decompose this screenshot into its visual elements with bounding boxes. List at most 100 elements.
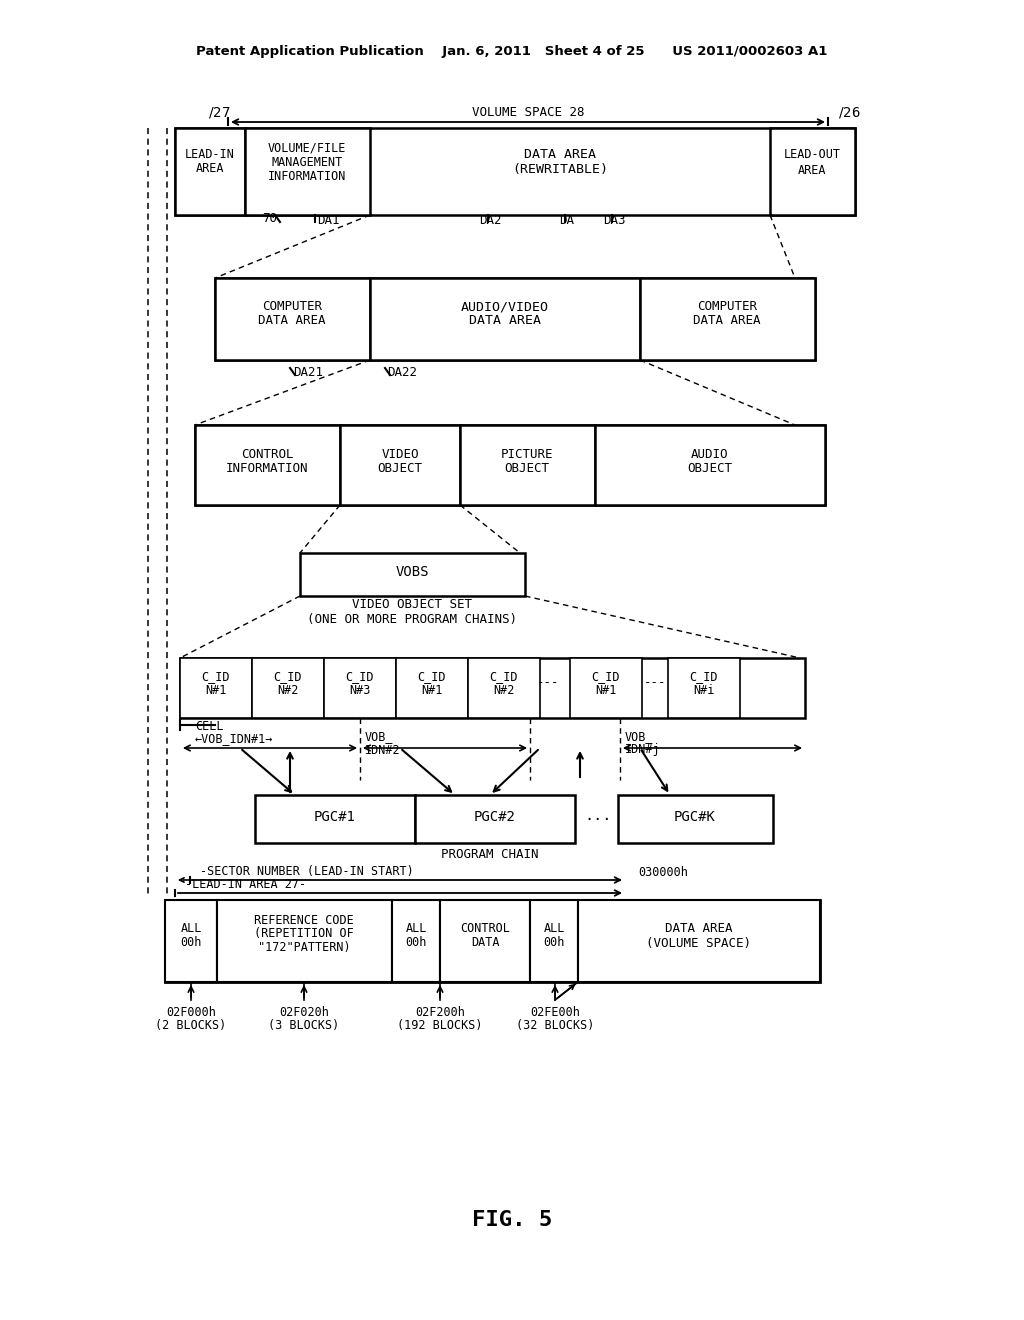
Text: VOLUME/FILE: VOLUME/FILE xyxy=(268,141,346,154)
Text: (32 BLOCKS): (32 BLOCKS) xyxy=(516,1019,594,1032)
Text: ALL: ALL xyxy=(406,921,427,935)
Text: OBJECT: OBJECT xyxy=(505,462,550,475)
Text: DATA AREA: DATA AREA xyxy=(469,314,541,327)
Text: 00h: 00h xyxy=(180,936,202,949)
Text: PGC#2: PGC#2 xyxy=(474,810,516,824)
Text: (2 BLOCKS): (2 BLOCKS) xyxy=(156,1019,226,1032)
Bar xyxy=(570,657,642,718)
Text: AUDIO: AUDIO xyxy=(691,449,729,462)
Text: REFERENCE CODE: REFERENCE CODE xyxy=(254,913,354,927)
Text: 00h: 00h xyxy=(406,936,427,949)
Bar xyxy=(255,795,415,843)
Bar xyxy=(668,657,740,718)
Text: (ONE OR MORE PROGRAM CHAINS): (ONE OR MORE PROGRAM CHAINS) xyxy=(307,612,517,626)
Bar xyxy=(165,900,820,982)
Text: ...: ... xyxy=(585,808,611,822)
Bar xyxy=(618,795,773,843)
Text: -LEAD-IN AREA 27-: -LEAD-IN AREA 27- xyxy=(185,879,306,891)
Text: IDN#j: IDN#j xyxy=(625,743,660,756)
Text: ←VOB_IDN#1→: ←VOB_IDN#1→ xyxy=(195,733,273,746)
Bar xyxy=(396,657,468,718)
Text: PGC#K: PGC#K xyxy=(674,810,716,824)
Text: PROGRAM CHAIN: PROGRAM CHAIN xyxy=(441,849,539,862)
Bar xyxy=(415,795,575,843)
Text: IDN#2: IDN#2 xyxy=(365,743,400,756)
Text: AREA: AREA xyxy=(196,162,224,176)
Bar xyxy=(578,900,820,982)
Text: VOLUME SPACE 28: VOLUME SPACE 28 xyxy=(472,107,585,120)
Bar xyxy=(392,900,440,982)
Text: LEAD-IN: LEAD-IN xyxy=(185,149,234,161)
Bar xyxy=(175,128,855,215)
Text: 70: 70 xyxy=(262,211,278,224)
Text: PGC#1: PGC#1 xyxy=(314,810,356,824)
Bar xyxy=(440,900,530,982)
Bar xyxy=(252,657,324,718)
Text: C_ID: C_ID xyxy=(592,671,621,684)
Text: DA3: DA3 xyxy=(603,214,626,227)
Text: ALL: ALL xyxy=(180,921,202,935)
Text: DATA AREA: DATA AREA xyxy=(258,314,326,327)
Text: C_ID: C_ID xyxy=(418,671,446,684)
Text: (REWRITABLE): (REWRITABLE) xyxy=(512,164,608,177)
Text: C_ID: C_ID xyxy=(202,671,230,684)
Text: CONTROL: CONTROL xyxy=(460,921,510,935)
Text: DA22: DA22 xyxy=(387,366,417,379)
Text: COMPUTER: COMPUTER xyxy=(262,301,322,314)
Text: N#2: N#2 xyxy=(278,685,299,697)
Text: VOB_: VOB_ xyxy=(625,730,653,743)
Text: N#1: N#1 xyxy=(421,685,442,697)
Text: N#3: N#3 xyxy=(349,685,371,697)
Bar xyxy=(180,657,252,718)
Text: VOB_: VOB_ xyxy=(365,730,393,743)
Text: (REPETITION OF: (REPETITION OF xyxy=(254,928,354,940)
Text: VIDEO OBJECT SET: VIDEO OBJECT SET xyxy=(352,598,472,611)
Text: (3 BLOCKS): (3 BLOCKS) xyxy=(268,1019,340,1032)
Bar xyxy=(215,279,370,360)
Bar xyxy=(195,425,825,506)
Bar xyxy=(340,425,460,506)
Bar xyxy=(180,657,805,718)
Bar xyxy=(165,900,217,982)
Text: PICTURE: PICTURE xyxy=(501,449,553,462)
Text: C_ID: C_ID xyxy=(346,671,374,684)
Text: DATA AREA: DATA AREA xyxy=(524,149,596,161)
Text: N#1: N#1 xyxy=(206,685,226,697)
Text: 02FE00h: 02FE00h xyxy=(530,1006,580,1019)
Text: MANAGEMENT: MANAGEMENT xyxy=(271,156,343,169)
Text: C_ID: C_ID xyxy=(489,671,518,684)
Bar xyxy=(245,128,370,215)
Bar xyxy=(217,900,392,982)
Text: AUDIO/VIDEO: AUDIO/VIDEO xyxy=(461,301,549,314)
Text: ---: --- xyxy=(537,676,559,689)
Text: CELL: CELL xyxy=(195,721,223,734)
Text: OBJECT: OBJECT xyxy=(687,462,732,475)
Text: INFORMATION: INFORMATION xyxy=(225,462,308,475)
Bar xyxy=(468,657,540,718)
Text: $\mathsf{/}$27: $\mathsf{/}$27 xyxy=(208,106,230,120)
Bar xyxy=(370,279,640,360)
Text: VOBS: VOBS xyxy=(395,565,429,579)
Text: N#2: N#2 xyxy=(494,685,515,697)
Text: DA1: DA1 xyxy=(317,214,340,227)
Bar xyxy=(175,128,245,215)
Text: DATA AREA: DATA AREA xyxy=(693,314,761,327)
Text: INFORMATION: INFORMATION xyxy=(268,169,346,182)
Text: AREA: AREA xyxy=(798,164,826,177)
Text: -SECTOR NUMBER (LEAD-IN START): -SECTOR NUMBER (LEAD-IN START) xyxy=(200,866,414,879)
Text: COMPUTER: COMPUTER xyxy=(697,301,757,314)
Text: VIDEO: VIDEO xyxy=(381,449,419,462)
Bar xyxy=(215,279,815,360)
Text: DATA AREA: DATA AREA xyxy=(666,921,733,935)
Text: ALL: ALL xyxy=(544,921,564,935)
Text: Patent Application Publication    Jan. 6, 2011   Sheet 4 of 25      US 2011/0002: Patent Application Publication Jan. 6, 2… xyxy=(197,45,827,58)
Text: C_ID: C_ID xyxy=(273,671,302,684)
Text: N#1: N#1 xyxy=(595,685,616,697)
Bar xyxy=(324,657,396,718)
Text: DATA: DATA xyxy=(471,936,500,949)
Text: CONTROL: CONTROL xyxy=(241,449,293,462)
Text: FIG. 5: FIG. 5 xyxy=(472,1210,552,1230)
Bar xyxy=(300,553,525,597)
Text: 02F000h: 02F000h xyxy=(166,1006,216,1019)
Text: LEAD-OUT: LEAD-OUT xyxy=(783,149,841,161)
